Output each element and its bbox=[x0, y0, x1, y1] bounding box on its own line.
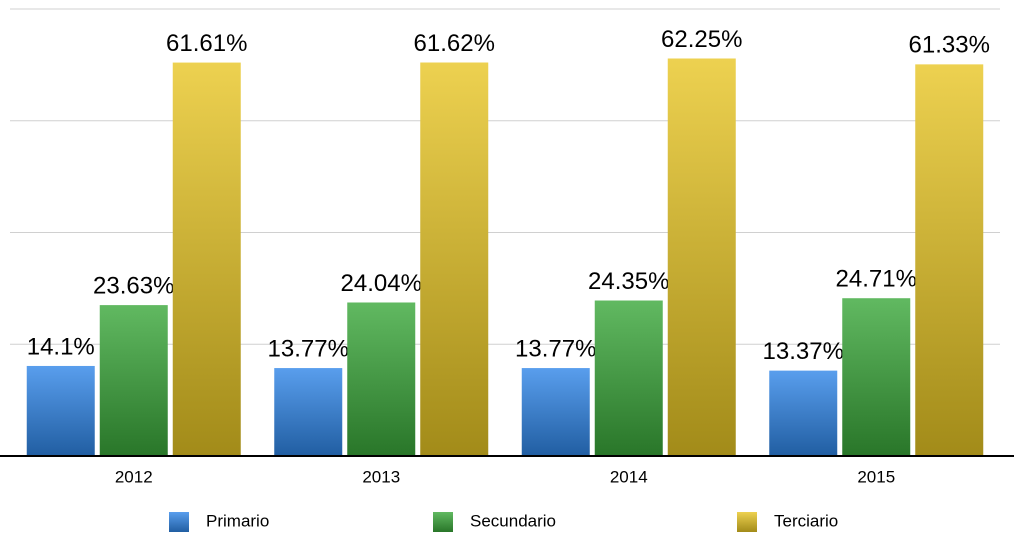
value-label: 61.62% bbox=[414, 30, 495, 57]
legend-label: Terciario bbox=[774, 511, 838, 530]
bar bbox=[521, 368, 590, 456]
bar bbox=[842, 298, 911, 456]
bar bbox=[915, 64, 984, 457]
bar bbox=[594, 300, 663, 456]
legend-swatch bbox=[433, 512, 453, 532]
bar bbox=[99, 305, 168, 456]
bar bbox=[667, 58, 736, 456]
value-label: 61.61% bbox=[166, 30, 247, 57]
x-tick-label: 2012 bbox=[115, 467, 153, 486]
x-tick-label: 2015 bbox=[857, 467, 895, 486]
value-label: 23.63% bbox=[93, 272, 174, 299]
value-label: 13.77% bbox=[515, 335, 596, 362]
legend-swatch bbox=[737, 512, 757, 532]
bar bbox=[420, 62, 489, 456]
x-tick-label: 2014 bbox=[610, 467, 648, 486]
legend-label: Secundario bbox=[470, 511, 556, 530]
bar bbox=[347, 302, 416, 456]
value-label: 62.25% bbox=[661, 26, 742, 53]
legend-label: Primario bbox=[206, 511, 269, 530]
bar bbox=[769, 370, 838, 456]
x-tick-label: 2013 bbox=[362, 467, 400, 486]
value-label: 24.04% bbox=[341, 270, 422, 297]
value-label: 13.77% bbox=[268, 335, 349, 362]
value-label: 24.71% bbox=[836, 266, 917, 293]
value-label: 13.37% bbox=[763, 338, 844, 365]
value-label: 61.33% bbox=[909, 32, 990, 59]
bar bbox=[172, 62, 241, 456]
bar bbox=[26, 365, 95, 456]
bar bbox=[274, 368, 343, 456]
legend-swatch bbox=[169, 512, 189, 532]
value-label: 14.1% bbox=[27, 333, 95, 360]
value-label: 24.35% bbox=[588, 268, 669, 295]
